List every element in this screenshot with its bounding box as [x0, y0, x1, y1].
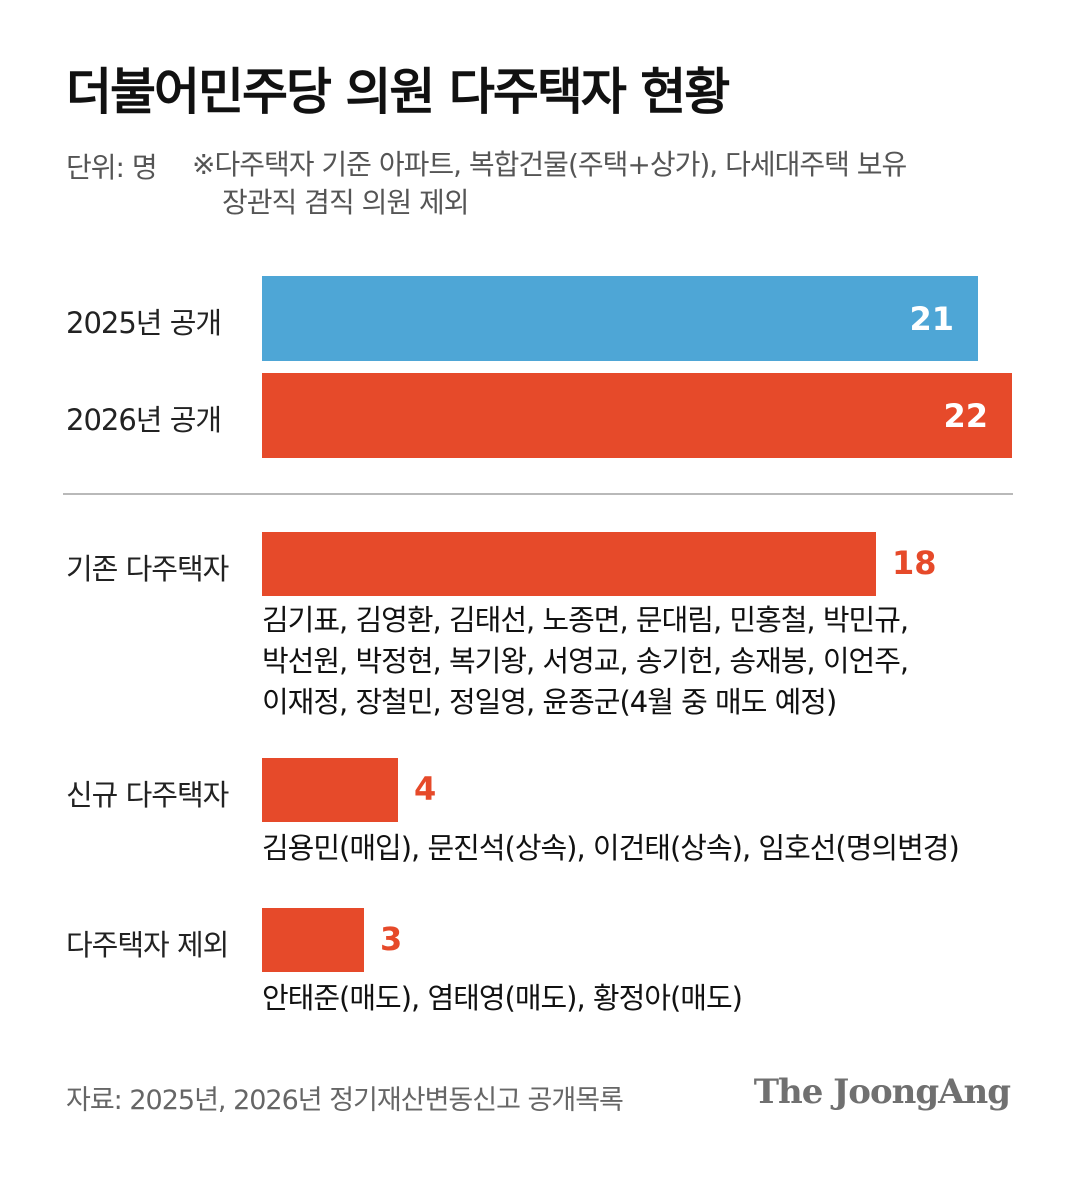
category-label: 다주택자 제외: [66, 928, 229, 962]
member-names-line: 김용민(매입), 문진석(상속), 이건태(상속), 임호선(명의변경): [262, 831, 960, 865]
value-label: 4: [414, 770, 437, 808]
category-label: 신규 다주택자: [66, 778, 229, 812]
value-label: 22: [943, 397, 988, 435]
member-names: 김기표, 김영환, 김태선, 노종면, 문대림, 민홍철, 박민규, 박선원, 박…: [262, 600, 909, 723]
bar-1: [262, 532, 876, 596]
bar-2: [262, 373, 1012, 458]
source-note: 자료: 2025년, 2026년 정기재산변동신고 공개목록: [66, 1085, 624, 1116]
bar-2: [262, 758, 398, 822]
value-label: 3: [380, 920, 403, 958]
value-label: 18: [892, 544, 937, 582]
chart-title: 더불어민주당 의원 다주택자 현황: [66, 63, 730, 121]
section-divider: [63, 493, 1013, 495]
category-label: 2026년 공개: [66, 403, 222, 437]
member-names: 김용민(매입), 문진석(상속), 이건태(상속), 임호선(명의변경): [262, 828, 960, 869]
value-label: 21: [909, 300, 954, 338]
member-names-line: 박선원, 박정현, 복기왕, 서영교, 송기헌, 송재봉, 이언주,: [262, 644, 909, 678]
criteria-note: ※다주택자 기준 아파트, 복합건물(주택+상가), 다세대주택 보유 장관직 …: [192, 146, 907, 222]
bar-3: [262, 908, 364, 972]
category-label: 기존 다주택자: [66, 552, 229, 586]
unit-label: 단위: 명: [66, 151, 158, 184]
member-names-line: 이재정, 장철민, 정일영, 윤종군(4월 중 매도 예정): [262, 685, 837, 719]
criteria-note-line: 장관직 겸직 의원 제외: [222, 186, 470, 219]
member-names: 안태준(매도), 염태영(매도), 황정아(매도): [262, 978, 743, 1019]
bar-1: [262, 276, 978, 361]
criteria-note-line: ※다주택자 기준 아파트, 복합건물(주택+상가), 다세대주택 보유: [192, 148, 907, 181]
member-names-line: 김기표, 김영환, 김태선, 노종면, 문대림, 민홍철, 박민규,: [262, 603, 909, 637]
category-label: 2025년 공개: [66, 306, 222, 340]
publisher-logo: The JoongAng: [753, 1072, 1011, 1112]
member-names-line: 안태준(매도), 염태영(매도), 황정아(매도): [262, 981, 743, 1015]
